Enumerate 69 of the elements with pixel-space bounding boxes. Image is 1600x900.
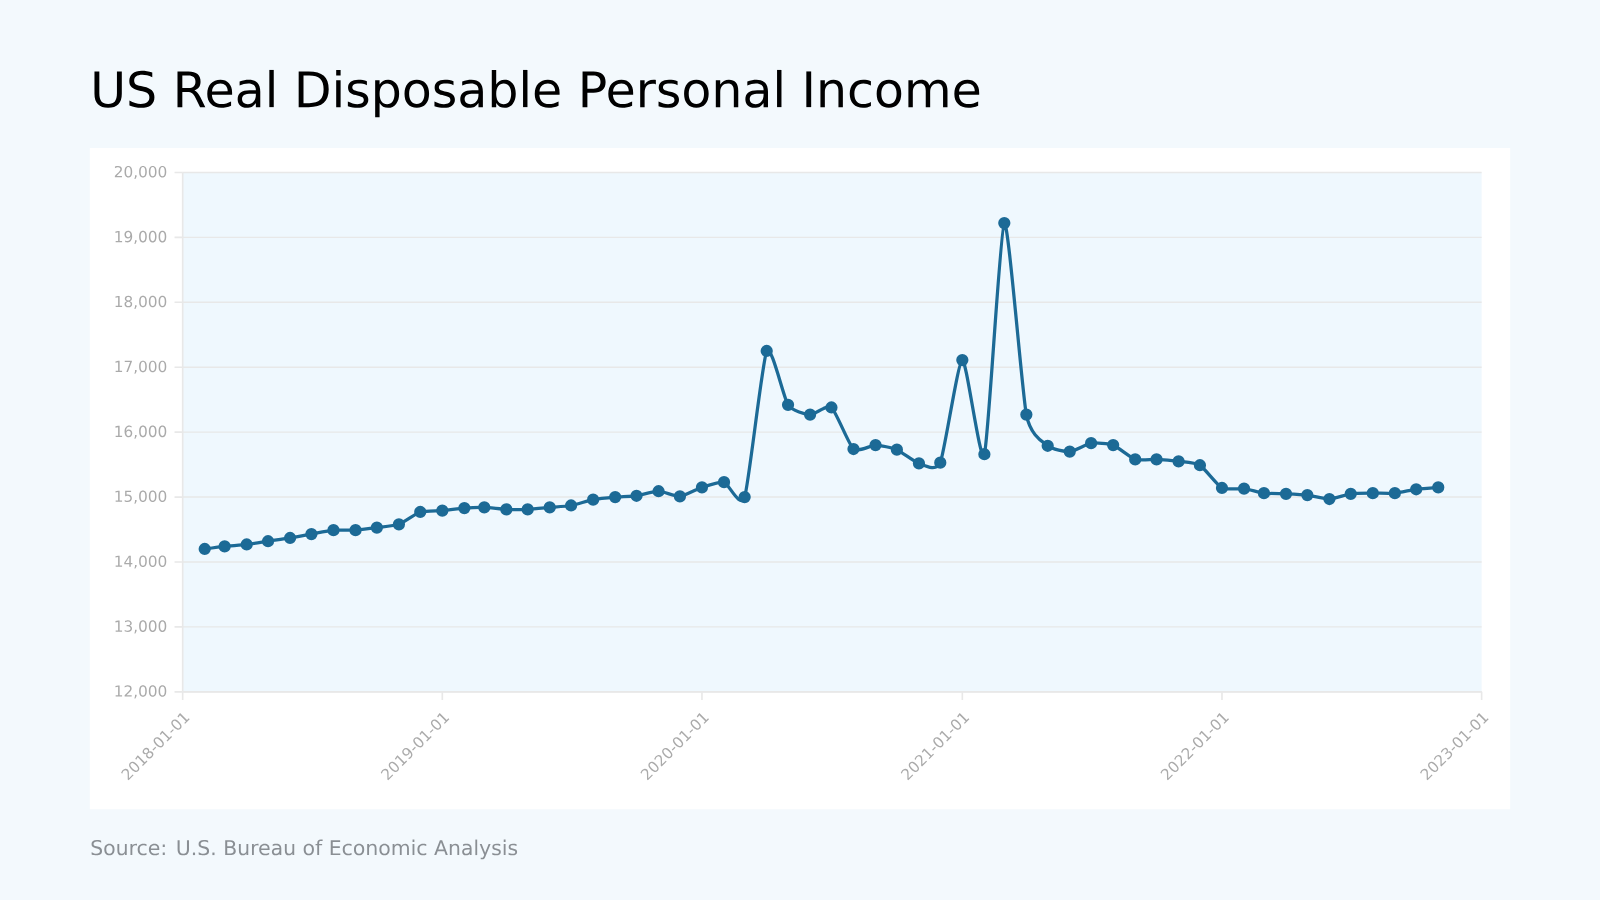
- chart-title: US Real Disposable Personal Income: [94, 69, 980, 118]
- y-tick-label: 15,000: [115, 490, 167, 504]
- point: [521, 503, 534, 516]
- point: [1323, 492, 1336, 506]
- point: [1366, 487, 1379, 500]
- point: [652, 485, 665, 498]
- point: [1388, 487, 1401, 500]
- point: [1041, 439, 1054, 452]
- point: [370, 521, 383, 534]
- point: [543, 501, 556, 514]
- point: [1215, 481, 1229, 495]
- point: [956, 353, 969, 367]
- source-note: Source: U.S. Bureau of Economic Analysis: [91, 839, 518, 860]
- point: [1063, 445, 1076, 458]
- point: [218, 540, 231, 553]
- y-tick-label: 14,000: [115, 555, 167, 569]
- point: [327, 524, 340, 537]
- point: [803, 408, 817, 421]
- point: [717, 476, 731, 489]
- point: [1107, 438, 1120, 452]
- point: [349, 524, 362, 537]
- y-tick-label: 17,000: [115, 360, 167, 374]
- point: [630, 489, 643, 502]
- point: [695, 481, 709, 494]
- point: [738, 490, 751, 504]
- point: [1410, 483, 1423, 496]
- point: [458, 501, 471, 515]
- point: [392, 518, 406, 531]
- point: [586, 493, 600, 506]
- point: [1172, 455, 1185, 468]
- point: [609, 490, 622, 504]
- point: [1020, 408, 1033, 421]
- y-tick-label: 16,000: [115, 425, 167, 439]
- point: [912, 457, 926, 470]
- point: [978, 448, 991, 461]
- point: [261, 535, 275, 548]
- point: [673, 490, 687, 503]
- point: [890, 443, 904, 456]
- y-tick-label: 19,000: [115, 230, 167, 244]
- point: [1237, 482, 1251, 495]
- point: [478, 501, 491, 514]
- point: [1129, 453, 1142, 466]
- point: [414, 505, 427, 519]
- point: [998, 216, 1011, 230]
- point: [198, 542, 211, 556]
- point: [1084, 437, 1098, 450]
- point: [869, 438, 882, 452]
- point: [240, 538, 253, 551]
- point: [564, 499, 578, 512]
- point: [1150, 453, 1163, 466]
- point: [934, 456, 947, 469]
- point: [1193, 459, 1207, 472]
- y-tick-label: 13,000: [115, 620, 167, 634]
- point: [283, 531, 297, 545]
- point: [847, 442, 860, 456]
- point: [1344, 487, 1357, 500]
- y-tick-label: 18,000: [115, 295, 167, 309]
- point: [1301, 488, 1314, 502]
- point: [1257, 487, 1271, 500]
- point: [500, 503, 513, 516]
- point: [1279, 487, 1293, 500]
- point: [781, 398, 795, 411]
- point: [760, 344, 773, 358]
- point: [825, 401, 838, 414]
- point: [305, 527, 318, 541]
- y-tick-label: 12,000: [115, 685, 167, 699]
- point: [436, 504, 449, 517]
- point: [1432, 481, 1445, 494]
- y-tick-label: 20,000: [114, 165, 167, 180]
